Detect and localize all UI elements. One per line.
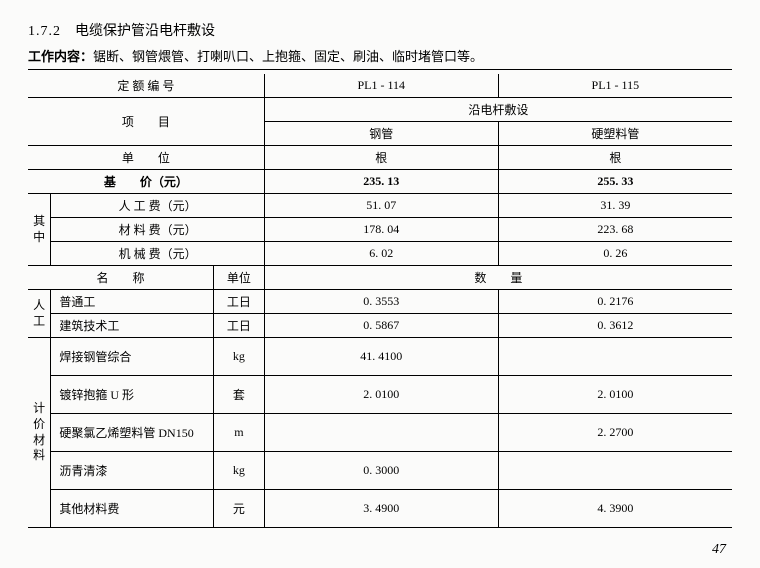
rg-group: 人工: [28, 290, 51, 338]
col2-label: 硬塑料管: [498, 122, 732, 146]
item-label: 项 目: [28, 98, 264, 146]
base-2: 255. 33: [498, 170, 732, 194]
cl-4-name: 沥青清漆: [51, 452, 214, 490]
rg-1-a: 0. 3553: [264, 290, 498, 314]
cl-3-name: 硬聚氯乙烯塑料管 DN150: [51, 414, 214, 452]
labor-2: 31. 39: [498, 194, 732, 218]
unit-label: 单 位: [28, 146, 264, 170]
machine-1: 6. 02: [264, 242, 498, 266]
cl-1-a: 41. 4100: [264, 338, 498, 376]
labor-fee-label: 人 工 费（元）: [51, 194, 264, 218]
rg-1-unit: 工日: [214, 290, 265, 314]
cl-1-name: 焊接钢管综合: [51, 338, 214, 376]
cl-5-unit: 元: [214, 490, 265, 528]
work-label: 工作内容：: [28, 49, 93, 64]
cl-5-a: 3. 4900: [264, 490, 498, 528]
sub-unit-label: 单位: [214, 266, 265, 290]
cl-4-b: [498, 452, 732, 490]
cl-4-unit: kg: [214, 452, 265, 490]
cl-3-unit: m: [214, 414, 265, 452]
quota-table: 定 额 编 号 PL1 - 114 PL1 - 115 项 目 沿电杆敷设 钢管…: [28, 74, 732, 528]
material-fee-label: 材 料 费（元）: [51, 218, 264, 242]
rg-2-a: 0. 5867: [264, 314, 498, 338]
cl-5-name: 其他材料费: [51, 490, 214, 528]
base-price-label: 基 价（元）: [28, 170, 264, 194]
cl-3-b: 2. 2700: [498, 414, 732, 452]
col1-label: 钢管: [264, 122, 498, 146]
qz-group: 其中: [28, 194, 51, 266]
cl-4-a: 0. 3000: [264, 452, 498, 490]
rg-1-name: 普通工: [51, 290, 214, 314]
cl-2-unit: 套: [214, 376, 265, 414]
code-1: PL1 - 114: [264, 74, 498, 98]
page-number: 47: [28, 542, 732, 558]
group-label: 沿电杆敷设: [264, 98, 732, 122]
material-2: 223. 68: [498, 218, 732, 242]
cl-group: 计价材料: [28, 338, 51, 528]
cl-2-name: 镀锌抱箍 U 形: [51, 376, 214, 414]
rg-1-b: 0. 2176: [498, 290, 732, 314]
base-1: 235. 13: [264, 170, 498, 194]
cl-3-a: [264, 414, 498, 452]
sub-qty-label: 数 量: [264, 266, 732, 290]
sub-name-label: 名 称: [28, 266, 214, 290]
section-number: 1.7.2: [28, 24, 61, 39]
rg-2-name: 建筑技术工: [51, 314, 214, 338]
cl-5-b: 4. 3900: [498, 490, 732, 528]
unit-2: 根: [498, 146, 732, 170]
machine-2: 0. 26: [498, 242, 732, 266]
cl-2-a: 2. 0100: [264, 376, 498, 414]
material-1: 178. 04: [264, 218, 498, 242]
section-title-text: 电缆保护管沿电杆敷设: [75, 24, 215, 39]
section-heading: 1.7.2 电缆保护管沿电杆敷设: [28, 20, 732, 40]
code-label: 定 额 编 号: [28, 74, 264, 98]
unit-1: 根: [264, 146, 498, 170]
cl-1-b: [498, 338, 732, 376]
cl-1-unit: kg: [214, 338, 265, 376]
code-2: PL1 - 115: [498, 74, 732, 98]
rg-2-b: 0. 3612: [498, 314, 732, 338]
cl-2-b: 2. 0100: [498, 376, 732, 414]
labor-1: 51. 07: [264, 194, 498, 218]
work-text: 锯断、钢管煨管、打喇叭口、上抱箍、固定、刷油、临时堵管口等。: [93, 49, 483, 64]
work-content: 工作内容：锯断、钢管煨管、打喇叭口、上抱箍、固定、刷油、临时堵管口等。: [28, 46, 732, 70]
rg-2-unit: 工日: [214, 314, 265, 338]
machine-fee-label: 机 械 费（元）: [51, 242, 264, 266]
